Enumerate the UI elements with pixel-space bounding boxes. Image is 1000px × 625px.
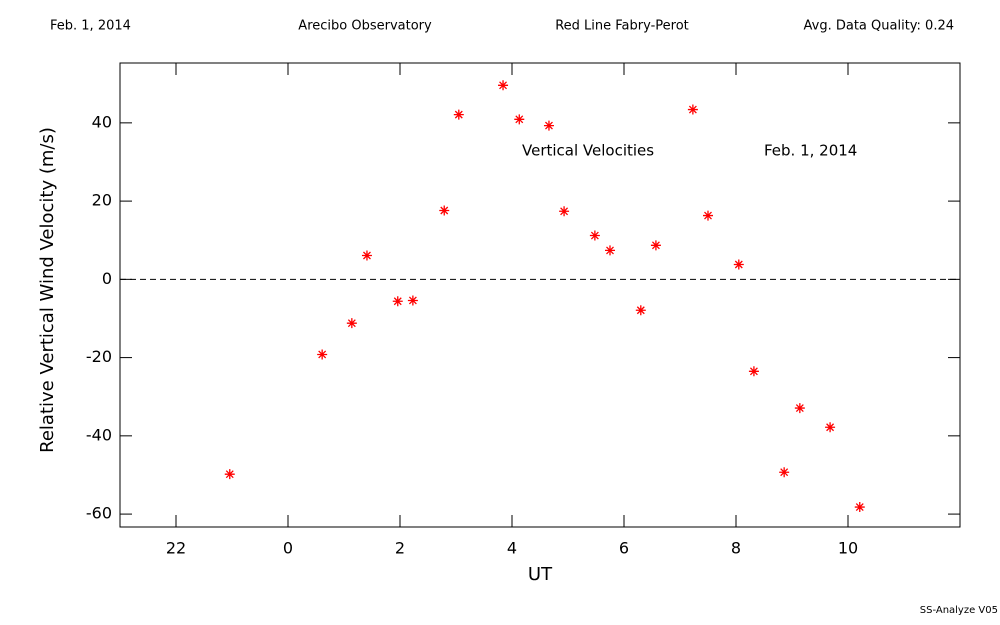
x-tick-label: 2 bbox=[395, 539, 405, 558]
point bbox=[794, 403, 805, 414]
point bbox=[317, 349, 328, 360]
point bbox=[779, 467, 790, 478]
point bbox=[589, 230, 600, 241]
y-tick-label: -60 bbox=[86, 504, 112, 523]
point bbox=[733, 259, 744, 270]
x-tick-label: 10 bbox=[838, 539, 858, 558]
header-date: Feb. 1, 2014 bbox=[50, 19, 131, 34]
y-tick-label: 40 bbox=[92, 112, 112, 131]
point bbox=[392, 296, 403, 307]
point bbox=[514, 114, 525, 125]
y-tick-label: 0 bbox=[102, 269, 112, 288]
header-quality: Avg. Data Quality: 0.24 bbox=[804, 19, 954, 34]
point bbox=[687, 104, 698, 115]
point bbox=[224, 469, 235, 480]
y-tick-label: 20 bbox=[92, 191, 112, 210]
x-tick-label: 8 bbox=[731, 539, 741, 558]
header-site: Arecibo Observatory bbox=[298, 19, 432, 34]
header-instrument: Red Line Fabry-Perot bbox=[555, 19, 689, 34]
point bbox=[498, 80, 509, 91]
point bbox=[748, 366, 759, 377]
x-tick-label: 4 bbox=[507, 539, 517, 558]
annotation: Feb. 1, 2014 bbox=[764, 142, 857, 160]
point bbox=[346, 318, 357, 329]
y-axis-label: Relative Vertical Wind Velocity (m/s) bbox=[37, 127, 58, 453]
annotation: Vertical Velocities bbox=[522, 142, 654, 160]
point bbox=[453, 109, 464, 120]
point bbox=[559, 206, 570, 217]
footer: SS-Analyze V05 bbox=[920, 605, 998, 616]
x-tick-label: 6 bbox=[619, 539, 629, 558]
point bbox=[605, 245, 615, 256]
point bbox=[825, 422, 836, 433]
x-tick-label: 0 bbox=[283, 539, 293, 558]
point bbox=[703, 210, 713, 221]
point bbox=[407, 295, 418, 306]
y-tick-label: -20 bbox=[86, 347, 112, 366]
point bbox=[650, 240, 661, 251]
point bbox=[543, 120, 554, 131]
point bbox=[361, 250, 372, 261]
point bbox=[635, 305, 646, 316]
y-tick-label: -40 bbox=[86, 425, 112, 444]
x-axis-label: UT bbox=[528, 564, 553, 585]
x-tick-label: 22 bbox=[166, 539, 186, 558]
point bbox=[439, 205, 450, 216]
plot-frame bbox=[119, 62, 961, 528]
point bbox=[854, 502, 865, 513]
